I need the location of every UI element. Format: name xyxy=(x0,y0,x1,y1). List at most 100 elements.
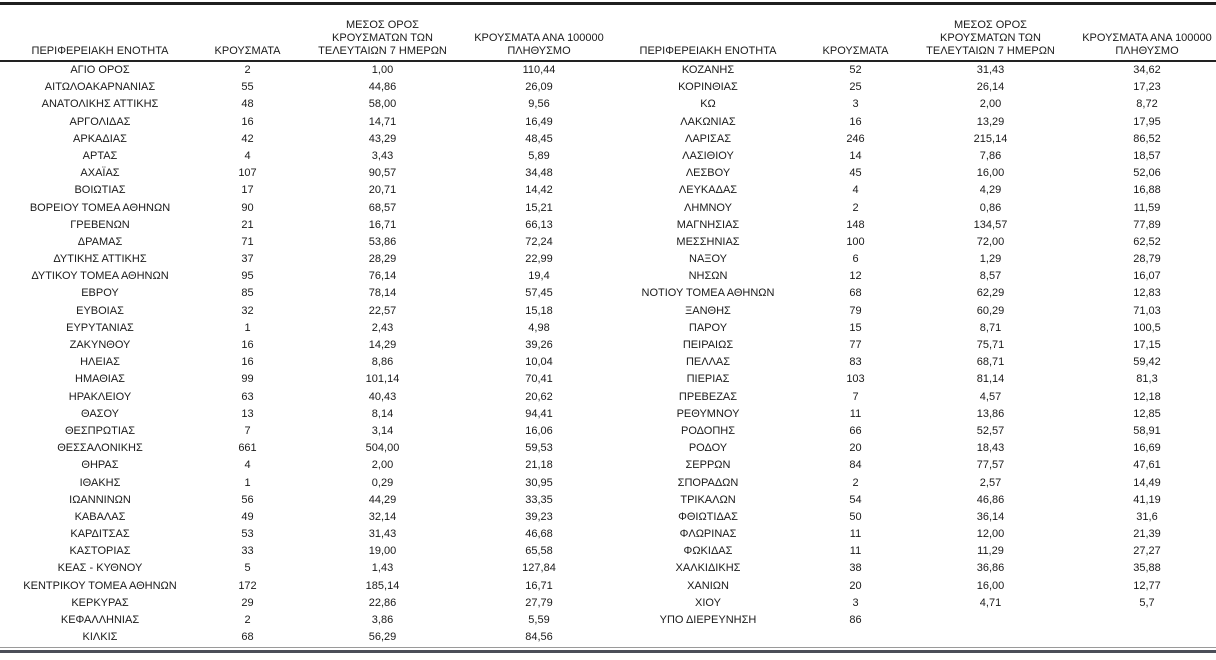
cases-cell: 68 xyxy=(849,287,862,300)
cases-cell: 7 xyxy=(852,390,859,403)
table-row: ΥΠΟ ΔΙΕΡΕΥΝΗΣΗ 86 xyxy=(608,612,1216,629)
table-row: ΝΗΣΩΝ 12 8,57 16,07 xyxy=(608,268,1216,285)
table-row: ΙΩΑΝΝΙΝΩΝ 56 44,29 33,35 xyxy=(0,492,608,509)
table-row: ΕΥΡΥΤΑΝΙΑΣ 1 2,43 4,98 xyxy=(0,320,608,337)
cases-cell: 95 xyxy=(241,270,254,283)
cases-cell: 79 xyxy=(849,304,862,317)
cases-cell: 15 xyxy=(849,321,862,334)
table-row: ΚΕΝΤΡΙΚΟΥ ΤΟΜΕΑ ΑΘΗΝΩΝ 172 185,14 16,71 xyxy=(0,578,608,595)
cases-cell: 16 xyxy=(241,115,254,128)
table-bottom-border xyxy=(0,647,1216,654)
header-cases: ΚΡΟΥΣΜΑΤΑ xyxy=(822,45,889,57)
region-cell: ΥΠΟ ΔΙΕΡΕΥΝΗΣΗ xyxy=(659,614,757,626)
cases-cell: 16 xyxy=(849,115,862,128)
per100k-cell: 16,71 xyxy=(525,579,553,592)
per100k-cell: 70,41 xyxy=(525,373,553,386)
per100k-cell: 33,35 xyxy=(525,493,553,506)
table-row: ΖΑΚΥΝΘΟΥ 16 14,29 39,26 xyxy=(0,337,608,354)
avg7-cell: 31,43 xyxy=(976,64,1005,76)
table-row: ΛΕΣΒΟΥ 45 16,00 52,06 xyxy=(608,165,1216,182)
cases-cell: 63 xyxy=(241,390,254,403)
region-cell: ΚΑΡΔΙΤΣΑΣ xyxy=(70,528,130,541)
per100k-cell: 31,6 xyxy=(1136,510,1158,523)
region-cell: ΔΡΑΜΑΣ xyxy=(77,235,123,248)
region-cell: ΠΑΡΟΥ xyxy=(688,321,728,334)
region-cell: ΚΟΖΑΝΗΣ xyxy=(681,64,735,76)
per100k-cell: 57,45 xyxy=(525,287,553,300)
avg7-cell: 36,86 xyxy=(976,562,1005,575)
avg7-cell: 13,86 xyxy=(976,407,1005,420)
table-left-half: ΠΕΡΙΦΕΡΕΙΑΚΗ ΕΝΟΤΗΤΑ ΚΡΟΥΣΜΑΤΑ ΜΕΣΟΣ ΟΡΟ… xyxy=(0,5,608,646)
region-cell: ΑΡΤΑΣ xyxy=(82,149,118,162)
table-row: ΡΕΘΥΜΝΟΥ 11 13,86 12,85 xyxy=(608,406,1216,423)
avg7-cell: 8,86 xyxy=(371,356,394,369)
cases-cell: 6 xyxy=(852,253,859,266)
per100k-cell: 39,26 xyxy=(525,339,553,351)
per100k-cell: 39,23 xyxy=(525,510,553,523)
table-row: ΕΥΒΟΙΑΣ 32 22,57 15,18 xyxy=(0,303,608,320)
region-cell: ΛΑΡΙΣΑΣ xyxy=(684,132,731,145)
header-region: ΠΕΡΙΦΕΡΕΙΑΚΗ ΕΝΟΤΗΤΑ xyxy=(31,45,169,57)
region-cell: ΝΟΤΙΟΥ ΤΟΜΕΑ ΑΘΗΝΩΝ xyxy=(641,287,775,300)
avg7-cell: 72,00 xyxy=(976,235,1005,248)
per100k-cell: 5,59 xyxy=(528,614,550,626)
per100k-cell: 59,53 xyxy=(525,442,553,455)
avg7-cell: 2,00 xyxy=(371,459,394,472)
table-row: ΑΧΑΪΑΣ 107 90,57 34,48 xyxy=(0,165,608,182)
per100k-cell: 18,57 xyxy=(1133,149,1161,162)
table-row: ΘΕΣΠΡΩΤΙΑΣ 7 3,14 16,06 xyxy=(0,423,608,440)
per100k-cell: 16,69 xyxy=(1133,442,1161,455)
region-cell: ΑΓΙΟ ΟΡΟΣ xyxy=(70,64,130,76)
per100k-cell: 94,41 xyxy=(525,407,553,420)
per100k-cell: 21,39 xyxy=(1133,528,1161,541)
table-row: ΚΑΡΔΙΤΣΑΣ 53 31,43 46,68 xyxy=(0,526,608,543)
table-row: ΦΘΙΩΤΙΔΑΣ 50 36,14 31,6 xyxy=(608,509,1216,526)
region-cell: ΖΑΚΥΝΘΟΥ xyxy=(69,339,131,351)
table-row: ΗΡΑΚΛΕΙΟΥ 63 40,43 20,62 xyxy=(0,389,608,406)
table-row: ΠΑΡΟΥ 15 8,71 100,5 xyxy=(608,320,1216,337)
per100k-cell: 71,03 xyxy=(1133,304,1161,317)
avg7-cell: 52,57 xyxy=(976,424,1005,437)
per100k-cell: 66,13 xyxy=(525,218,553,231)
avg7-cell: 4,57 xyxy=(979,390,1002,403)
cases-cell: 661 xyxy=(238,442,257,455)
region-cell: ΧΑΝΙΩΝ xyxy=(687,579,729,592)
table-row: ΝΑΞΟΥ 6 1,29 28,79 xyxy=(608,251,1216,268)
avg7-cell: 12,00 xyxy=(976,528,1005,541)
cases-cell: 25 xyxy=(849,81,862,94)
table-row: ΦΩΚΙΔΑΣ 11 11,29 27,27 xyxy=(608,543,1216,560)
table-row: ΚΟΖΑΝΗΣ 52 31,43 34,62 xyxy=(608,62,1216,79)
region-cell: ΛΕΥΚΑΔΑΣ xyxy=(678,184,738,197)
per100k-cell: 17,15 xyxy=(1133,339,1161,351)
cases-cell: 29 xyxy=(241,596,254,609)
avg7-cell: 16,71 xyxy=(368,218,397,231)
cases-cell: 148 xyxy=(846,218,865,231)
per100k-cell: 35,88 xyxy=(1133,562,1161,575)
per100k-cell: 30,95 xyxy=(525,476,553,489)
per100k-cell: 22,99 xyxy=(525,253,553,266)
avg7-cell xyxy=(903,612,1078,629)
per100k-cell: 27,79 xyxy=(525,596,553,609)
table-row: ΑΙΤΩΛΟΑΚΑΡΝΑΝΙΑΣ 55 44,86 26,09 xyxy=(0,79,608,96)
table-row: ΚΙΛΚΙΣ 68 56,29 84,56 xyxy=(0,629,608,646)
per100k-cell: 12,85 xyxy=(1133,407,1161,420)
table-row: ΔΡΑΜΑΣ 71 53,86 72,24 xyxy=(0,234,608,251)
table-row: ΠΡΕΒΕΖΑΣ 7 4,57 12,18 xyxy=(608,389,1216,406)
avg7-cell: 44,29 xyxy=(368,493,397,506)
per100k-cell: 47,61 xyxy=(1133,459,1161,472)
table-row: ΣΕΡΡΩΝ 84 77,57 47,61 xyxy=(608,457,1216,474)
per100k-cell: 11,59 xyxy=(1133,201,1161,214)
cases-cell: 54 xyxy=(849,493,862,506)
cases-cell: 2 xyxy=(852,201,859,214)
cases-cell: 17 xyxy=(241,184,254,197)
per100k-cell: 48,45 xyxy=(525,132,553,145)
avg7-cell: 76,14 xyxy=(368,270,397,283)
avg7-cell: 20,71 xyxy=(368,184,397,197)
region-cell: ΕΒΡΟΥ xyxy=(81,287,119,300)
region-cell: ΚΙΛΚΙΣ xyxy=(82,631,118,644)
region-cell: ΧΑΛΚΙΔΙΚΗΣ xyxy=(675,562,741,575)
avg7-cell: 81,14 xyxy=(976,373,1005,386)
cases-cell: 20 xyxy=(849,579,862,592)
region-cell: ΚΑΒΑΛΑΣ xyxy=(74,510,126,523)
avg7-cell: 2,43 xyxy=(371,321,394,334)
